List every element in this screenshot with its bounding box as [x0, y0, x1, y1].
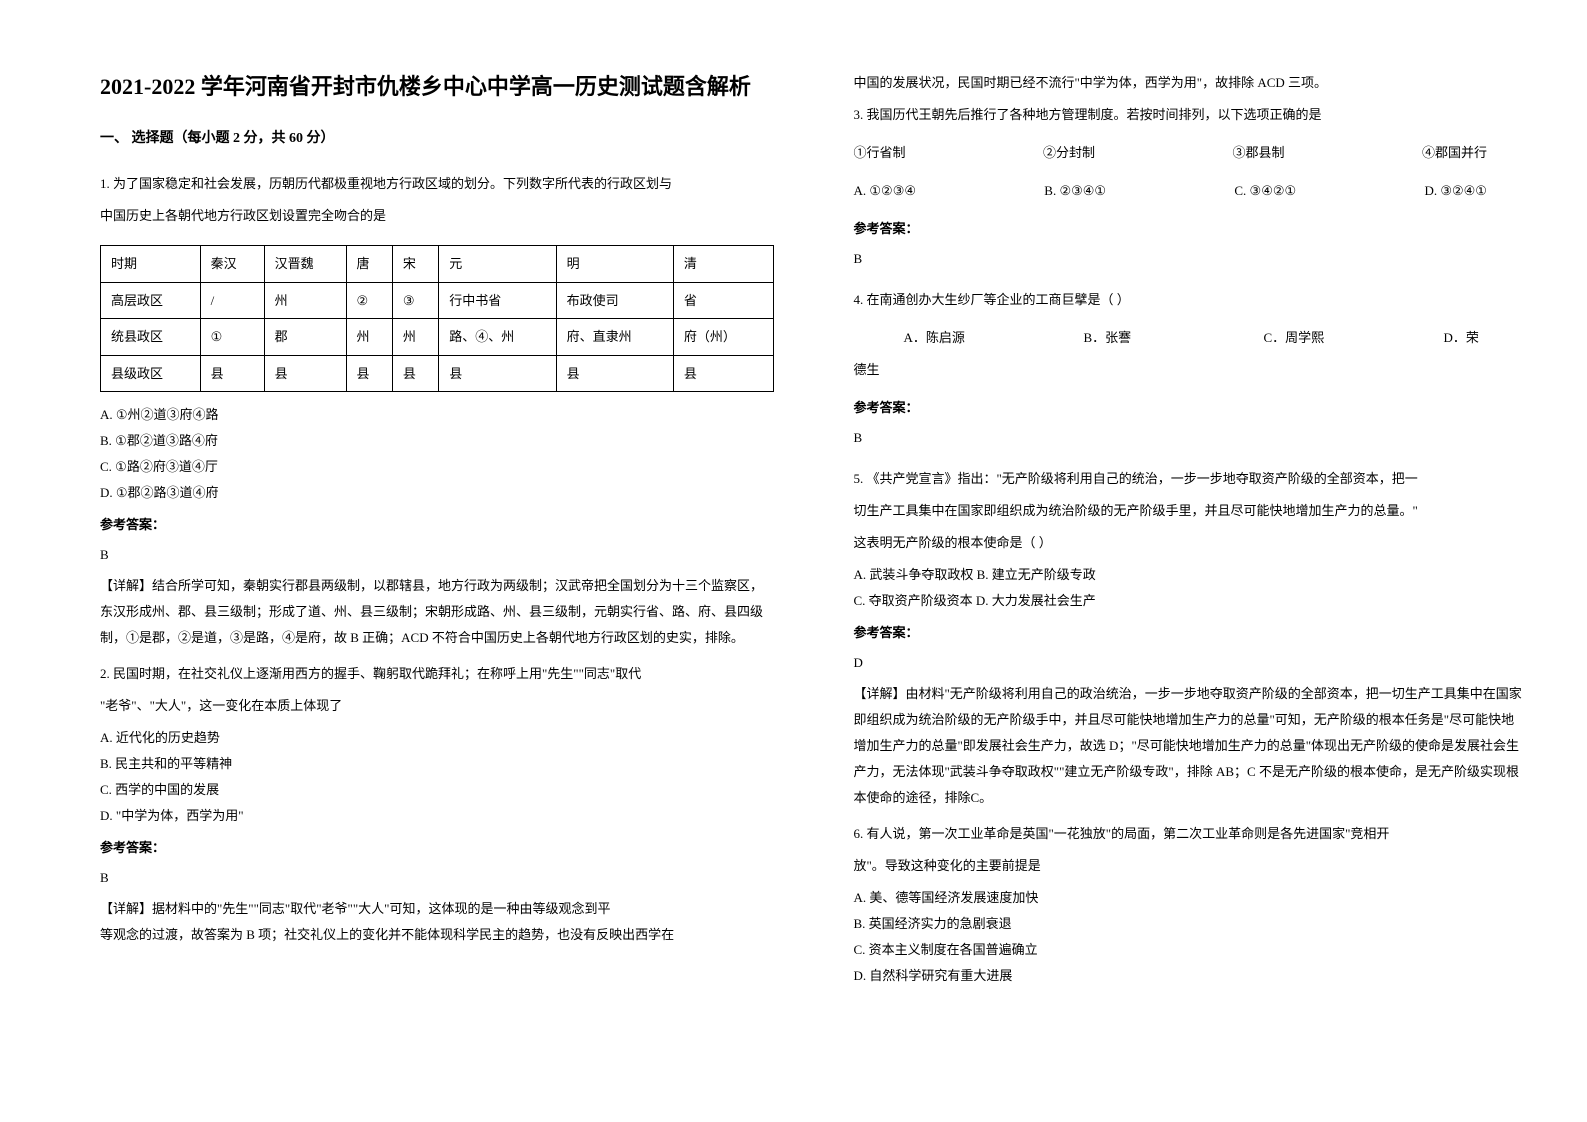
- table-cell: 元: [439, 246, 556, 283]
- table-cell: 县: [673, 355, 773, 392]
- page: 2021-2022 学年河南省开封市仇楼乡中心中学高一历史测试题含解析 一、 选…: [0, 0, 1587, 1122]
- table-cell: 布政使司: [556, 282, 673, 319]
- q6-option-a: A. 美、德等国经济发展速度加快: [854, 885, 1528, 911]
- q1-answer-label: 参考答案：: [100, 514, 774, 533]
- table-row: 县级政区 县 县 县 县 县 县 县: [101, 355, 774, 392]
- q4-option-d-cont: 德生: [854, 357, 1528, 383]
- q3-option-d: D. ③②④①: [1424, 178, 1487, 204]
- q1-option-b: B. ①郡②道③路④府: [100, 428, 774, 454]
- table-cell: 府、直隶州: [556, 319, 673, 356]
- q4-option-d: D．荣: [1444, 325, 1479, 351]
- table-cell: 县: [556, 355, 673, 392]
- q2-explanation-line2: 等观念的过渡，故答案为 B 项；社交礼仪上的变化并不能体现科学民主的趋势，也没有…: [100, 922, 774, 948]
- table-cell: /: [200, 282, 264, 319]
- left-column: 2021-2022 学年河南省开封市仇楼乡中心中学高一历史测试题含解析 一、 选…: [100, 70, 774, 1082]
- table-cell: 州: [392, 319, 438, 356]
- table-cell: 高层政区: [101, 282, 201, 319]
- q1-stem-line1: 1. 为了国家稳定和社会发展，历朝历代都极重视地方行政区域的划分。下列数字所代表…: [100, 171, 774, 197]
- q5-stem-line1: 5. 《共产党宣言》指出："无产阶级将利用自己的统治，一步一步地夺取资产阶级的全…: [854, 466, 1528, 492]
- table-cell: 路、④、州: [439, 319, 556, 356]
- table-cell: 秦汉: [200, 246, 264, 283]
- table-cell: 县: [392, 355, 438, 392]
- q5-answer: D: [854, 655, 1528, 671]
- q5-stem-line3: 这表明无产阶级的根本使命是（ ）: [854, 530, 1528, 556]
- q2-answer-label: 参考答案：: [100, 837, 774, 856]
- table-cell: 统县政区: [101, 319, 201, 356]
- table-cell: 汉晋魏: [264, 246, 346, 283]
- table-cell: 省: [673, 282, 773, 319]
- table-cell: 县级政区: [101, 355, 201, 392]
- q3-list-1: ①行省制: [854, 140, 906, 166]
- q6-option-c: C. 资本主义制度在各国普遍确立: [854, 937, 1528, 963]
- q2-option-a: A. 近代化的历史趋势: [100, 725, 774, 751]
- q6-stem-line1: 6. 有人说，第一次工业革命是英国"一花独放"的局面，第二次工业革命则是各先进国…: [854, 821, 1528, 847]
- right-column: 中国的发展状况，民国时期已经不流行"中学为体，西学为用"，故排除 ACD 三项。…: [854, 70, 1528, 1082]
- q3-answer-label: 参考答案：: [854, 218, 1528, 237]
- q6-option-b: B. 英国经济实力的急剧衰退: [854, 911, 1528, 937]
- q1-table: 时期 秦汉 汉晋魏 唐 宋 元 明 清 高层政区 / 州 ② ③ 行中书省 布政…: [100, 245, 774, 392]
- table-cell: 州: [346, 319, 392, 356]
- table-cell: 宋: [392, 246, 438, 283]
- table-cell: 州: [264, 282, 346, 319]
- q3-answer: B: [854, 251, 1528, 267]
- table-row: 时期 秦汉 汉晋魏 唐 宋 元 明 清: [101, 246, 774, 283]
- q3-stem: 3. 我国历代王朝先后推行了各种地方管理制度。若按时间排列，以下选项正确的是: [854, 102, 1528, 128]
- table-cell: 府（州）: [673, 319, 773, 356]
- q2-option-b: B. 民主共和的平等精神: [100, 751, 774, 777]
- table-cell: 郡: [264, 319, 346, 356]
- q2-explanation-line1: 【详解】据材料中的"先生""同志"取代"老爷""大人"可知，这体现的是一种由等级…: [100, 896, 774, 922]
- table-cell: 县: [439, 355, 556, 392]
- q4-answer: B: [854, 430, 1528, 446]
- table-cell: ②: [346, 282, 392, 319]
- q2-stem-line1: 2. 民国时期，在社交礼仪上逐渐用西方的握手、鞠躬取代跪拜礼；在称呼上用"先生"…: [100, 661, 774, 687]
- q3-list-4: ④郡国并行: [1422, 140, 1487, 166]
- q3-option-c: C. ③④②①: [1234, 178, 1296, 204]
- table-cell: ①: [200, 319, 264, 356]
- q2-option-c: C. 西学的中国的发展: [100, 777, 774, 803]
- q3-option-b: B. ②③④①: [1044, 178, 1106, 204]
- q1-option-d: D. ①郡②路③道④府: [100, 480, 774, 506]
- table-cell: 县: [264, 355, 346, 392]
- q3-list-options: ①行省制 ②分封制 ③郡县制 ④郡国并行: [854, 140, 1528, 166]
- q5-answer-label: 参考答案：: [854, 622, 1528, 641]
- q4-option-c: C．周学熙: [1264, 325, 1444, 351]
- table-cell: 唐: [346, 246, 392, 283]
- q2-explanation-cont: 中国的发展状况，民国时期已经不流行"中学为体，西学为用"，故排除 ACD 三项。: [854, 70, 1528, 96]
- section-heading: 一、 选择题（每小题 2 分，共 60 分）: [100, 127, 774, 147]
- q1-option-c: C. ①路②府③道④厅: [100, 454, 774, 480]
- q4-answer-label: 参考答案：: [854, 397, 1528, 416]
- q4-stem: 4. 在南通创办大生纱厂等企业的工商巨擘是（ ）: [854, 287, 1528, 313]
- table-cell: 县: [346, 355, 392, 392]
- q3-options: A. ①②③④ B. ②③④① C. ③④②① D. ③②④①: [854, 178, 1528, 204]
- q4-options: A．陈启源 B．张謇 C．周学熙 D．荣: [854, 325, 1528, 351]
- q5-explanation: 【详解】由材料"无产阶级将利用自己的政治统治，一步一步地夺取资产阶级的全部资本，…: [854, 681, 1528, 811]
- q6-stem-line2: 放"。导致这种变化的主要前提是: [854, 853, 1528, 879]
- q3-option-a: A. ①②③④: [854, 178, 917, 204]
- q5-stem-line2: 切生产工具集中在国家即组织成为统治阶级的无产阶级手里，并且尽可能快地增加生产力的…: [854, 498, 1528, 524]
- q3-list-2: ②分封制: [1043, 140, 1095, 166]
- q6-option-d: D. 自然科学研究有重大进展: [854, 963, 1528, 989]
- table-cell: 时期: [101, 246, 201, 283]
- table-cell: 县: [200, 355, 264, 392]
- table-cell: 清: [673, 246, 773, 283]
- q5-options-cd: C. 夺取资产阶级资本 D. 大力发展社会生产: [854, 588, 1528, 614]
- q1-stem-line2: 中国历史上各朝代地方行政区划设置完全吻合的是: [100, 203, 774, 229]
- q1-answer: B: [100, 547, 774, 563]
- q1-option-a: A. ①州②道③府④路: [100, 402, 774, 428]
- table-row: 统县政区 ① 郡 州 州 路、④、州 府、直隶州 府（州）: [101, 319, 774, 356]
- q4-option-b: B．张謇: [1084, 325, 1264, 351]
- table-cell: 行中书省: [439, 282, 556, 319]
- q4-option-a: A．陈启源: [904, 325, 1084, 351]
- q5-options-ab: A. 武装斗争夺取政权 B. 建立无产阶级专政: [854, 562, 1528, 588]
- q2-answer: B: [100, 870, 774, 886]
- q2-option-d: D. "中学为体，西学为用": [100, 803, 774, 829]
- q1-explanation: 【详解】结合所学可知，秦朝实行郡县两级制，以郡辖县，地方行政为两级制；汉武帝把全…: [100, 573, 774, 651]
- q3-list-3: ③郡县制: [1232, 140, 1284, 166]
- table-row: 高层政区 / 州 ② ③ 行中书省 布政使司 省: [101, 282, 774, 319]
- table-cell: ③: [392, 282, 438, 319]
- table-cell: 明: [556, 246, 673, 283]
- q2-stem-line2: "老爷"、"大人"，这一变化在本质上体现了: [100, 693, 774, 719]
- document-title: 2021-2022 学年河南省开封市仇楼乡中心中学高一历史测试题含解析: [100, 70, 774, 103]
